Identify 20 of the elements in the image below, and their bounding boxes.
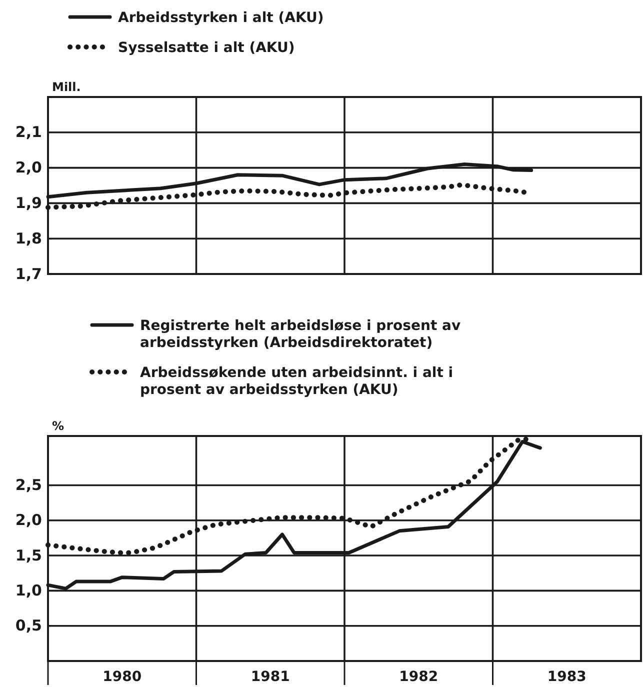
y-tick-label: 0,5 xyxy=(15,616,42,635)
y-tick-label: 1,0 xyxy=(15,581,42,600)
y-tick-label: 2,1 xyxy=(15,123,42,142)
y-tick-label: 2,0 xyxy=(15,511,42,530)
x-tick-label: 1983 xyxy=(547,668,586,685)
y-tick-label: 1,5 xyxy=(15,546,42,564)
y-axis-title: Mill. xyxy=(52,80,81,94)
y-tick-label: 1,7 xyxy=(15,264,42,283)
legend-label: Arbeidsstyrken i alt (AKU) xyxy=(118,10,324,26)
y-axis-title: % xyxy=(52,419,64,433)
x-tick-label: 1981 xyxy=(250,668,290,685)
y-tick-label: 1,9 xyxy=(15,194,42,212)
x-tick-label: 1982 xyxy=(399,668,438,685)
x-tick-label: 1980 xyxy=(102,668,142,685)
legend-label: Sysselsatte i alt (AKU) xyxy=(118,40,295,56)
y-tick-label: 1,8 xyxy=(15,229,42,248)
legend-label: Registrerte helt arbeidsløse i prosent av arbeidsstyrken (Arbeidsdirektoratet) xyxy=(140,318,461,351)
y-tick-label: 2,0 xyxy=(15,158,42,177)
y-tick-label: 2,5 xyxy=(15,476,42,494)
legend-label: Arbeidssøkende uten arbeidsinnt. i alt i prosent av arbeidsstyrken (AKU) xyxy=(140,365,454,398)
